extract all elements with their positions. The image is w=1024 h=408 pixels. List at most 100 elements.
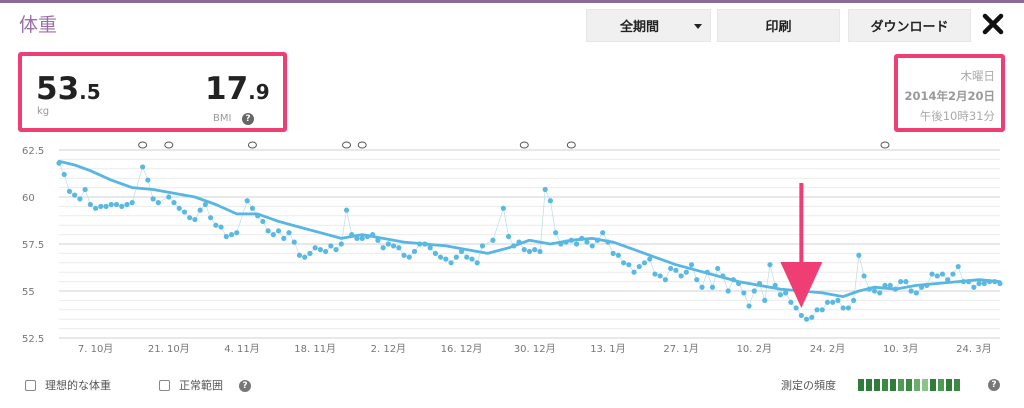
- time-text: 午後10時31分: [919, 109, 995, 123]
- data-point: [908, 288, 914, 294]
- frequency-bar: [858, 379, 962, 391]
- date-text: 2014年2月20日: [904, 89, 995, 103]
- data-point: [490, 237, 496, 243]
- data-point: [605, 239, 611, 245]
- data-point: [349, 232, 355, 238]
- data-point: [615, 252, 621, 258]
- normal-range-checkbox[interactable]: [159, 379, 170, 391]
- data-point: [626, 262, 632, 268]
- data-point: [887, 282, 893, 288]
- data-point: [265, 228, 271, 234]
- data-point: [610, 250, 616, 256]
- data-point: [119, 203, 125, 209]
- data-point: [61, 171, 67, 178]
- data-point: [375, 237, 381, 243]
- data-point: [741, 290, 747, 296]
- data-point: [955, 263, 961, 270]
- data-point: [202, 201, 208, 208]
- y-tick-label: 60: [22, 193, 35, 204]
- data-point: [176, 205, 182, 211]
- print-button[interactable]: 印刷: [717, 9, 840, 42]
- weight-integer: 53: [36, 71, 80, 107]
- data-point: [694, 277, 700, 283]
- data-point: [323, 248, 329, 255]
- data-point: [835, 297, 841, 303]
- highlight-arrow-shaft: [799, 183, 804, 268]
- data-point: [155, 200, 161, 206]
- frequency-cell: [946, 379, 952, 391]
- ideal-weight-toggle[interactable]: 理想的な体重: [25, 377, 111, 393]
- frequency-label: 測定の頻度: [781, 379, 836, 392]
- weight-chart[interactable]: 52.5 55 57.5 60 62.5 7. 10月 21. 10月 4. 11月 18. 1…: [0, 140, 1024, 355]
- data-point: [688, 262, 695, 268]
- data-point: [197, 207, 203, 213]
- normal-range-toggle[interactable]: 正常範囲: [159, 377, 223, 393]
- highlight-arrow-head: [780, 262, 823, 308]
- normal-range-help-icon[interactable]: ?: [239, 380, 251, 392]
- data-point: [286, 230, 292, 236]
- top-border: [0, 0, 1024, 3]
- data-point: [521, 247, 527, 253]
- data-point: [584, 239, 590, 245]
- x-tick-label: 16. 12月: [441, 343, 483, 355]
- bmi-help-icon[interactable]: ?: [242, 113, 254, 125]
- frequency-cell: [906, 379, 912, 391]
- ideal-weight-label: 理想的な体重: [45, 379, 111, 392]
- x-tick-label: 10. 2月: [737, 343, 772, 355]
- data-point: [903, 279, 909, 285]
- data-point: [181, 209, 188, 215]
- frequency-cell: [954, 379, 960, 391]
- data-point: [783, 290, 789, 296]
- period-dropdown-label: 全期間: [620, 20, 660, 35]
- x-tick-label: 7. 10月: [78, 343, 113, 355]
- x-tick-label: 18. 11月: [294, 343, 336, 355]
- bmi-label: BMI: [213, 113, 232, 124]
- ideal-weight-checkbox[interactable]: [25, 379, 36, 391]
- data-point: [966, 279, 972, 285]
- data-point: [563, 239, 569, 245]
- data-point: [354, 235, 360, 241]
- data-point: [678, 273, 684, 279]
- data-point: [218, 224, 224, 230]
- data-point: [77, 196, 83, 202]
- x-tick-label: 30. 12月: [514, 343, 556, 355]
- data-point: [113, 201, 120, 208]
- data-point: [814, 307, 820, 313]
- data-point: [474, 260, 480, 266]
- data-point: [736, 280, 742, 287]
- period-dropdown[interactable]: 全期間: [586, 9, 711, 42]
- y-tick-label: 55: [22, 287, 35, 298]
- data-point: [208, 215, 214, 221]
- download-button[interactable]: ダウンロード: [848, 9, 971, 42]
- data-point: [542, 186, 548, 193]
- data-point: [898, 279, 904, 285]
- data-point: [851, 297, 857, 303]
- data-point: [537, 248, 543, 255]
- frequency-cell: [922, 379, 928, 391]
- date-box: 木曜日 2014年2月20日 午後10時31分: [894, 54, 1005, 132]
- data-point: [866, 286, 872, 292]
- bmi-decimal: .9: [248, 80, 270, 104]
- close-icon[interactable]: [982, 13, 1004, 35]
- data-point: [662, 277, 669, 283]
- data-point: [636, 263, 642, 270]
- data-point: [819, 307, 825, 313]
- data-point: [56, 160, 62, 166]
- data-point: [803, 316, 810, 322]
- data-point: [98, 203, 104, 209]
- data-point: [725, 288, 731, 294]
- data-point: [934, 273, 940, 279]
- frequency-help-icon[interactable]: ?: [988, 379, 1000, 391]
- note-marker-icon: [519, 141, 529, 149]
- data-point: [370, 232, 376, 238]
- frequency-cell: [858, 379, 864, 391]
- data-point: [840, 305, 846, 311]
- weight-unit: kg: [37, 106, 50, 117]
- data-point: [103, 203, 109, 209]
- data-point: [500, 205, 506, 211]
- data-point: [260, 218, 266, 225]
- data-point: [82, 186, 88, 193]
- data-point: [558, 241, 564, 247]
- data-point: [553, 230, 559, 236]
- data-point: [296, 252, 303, 258]
